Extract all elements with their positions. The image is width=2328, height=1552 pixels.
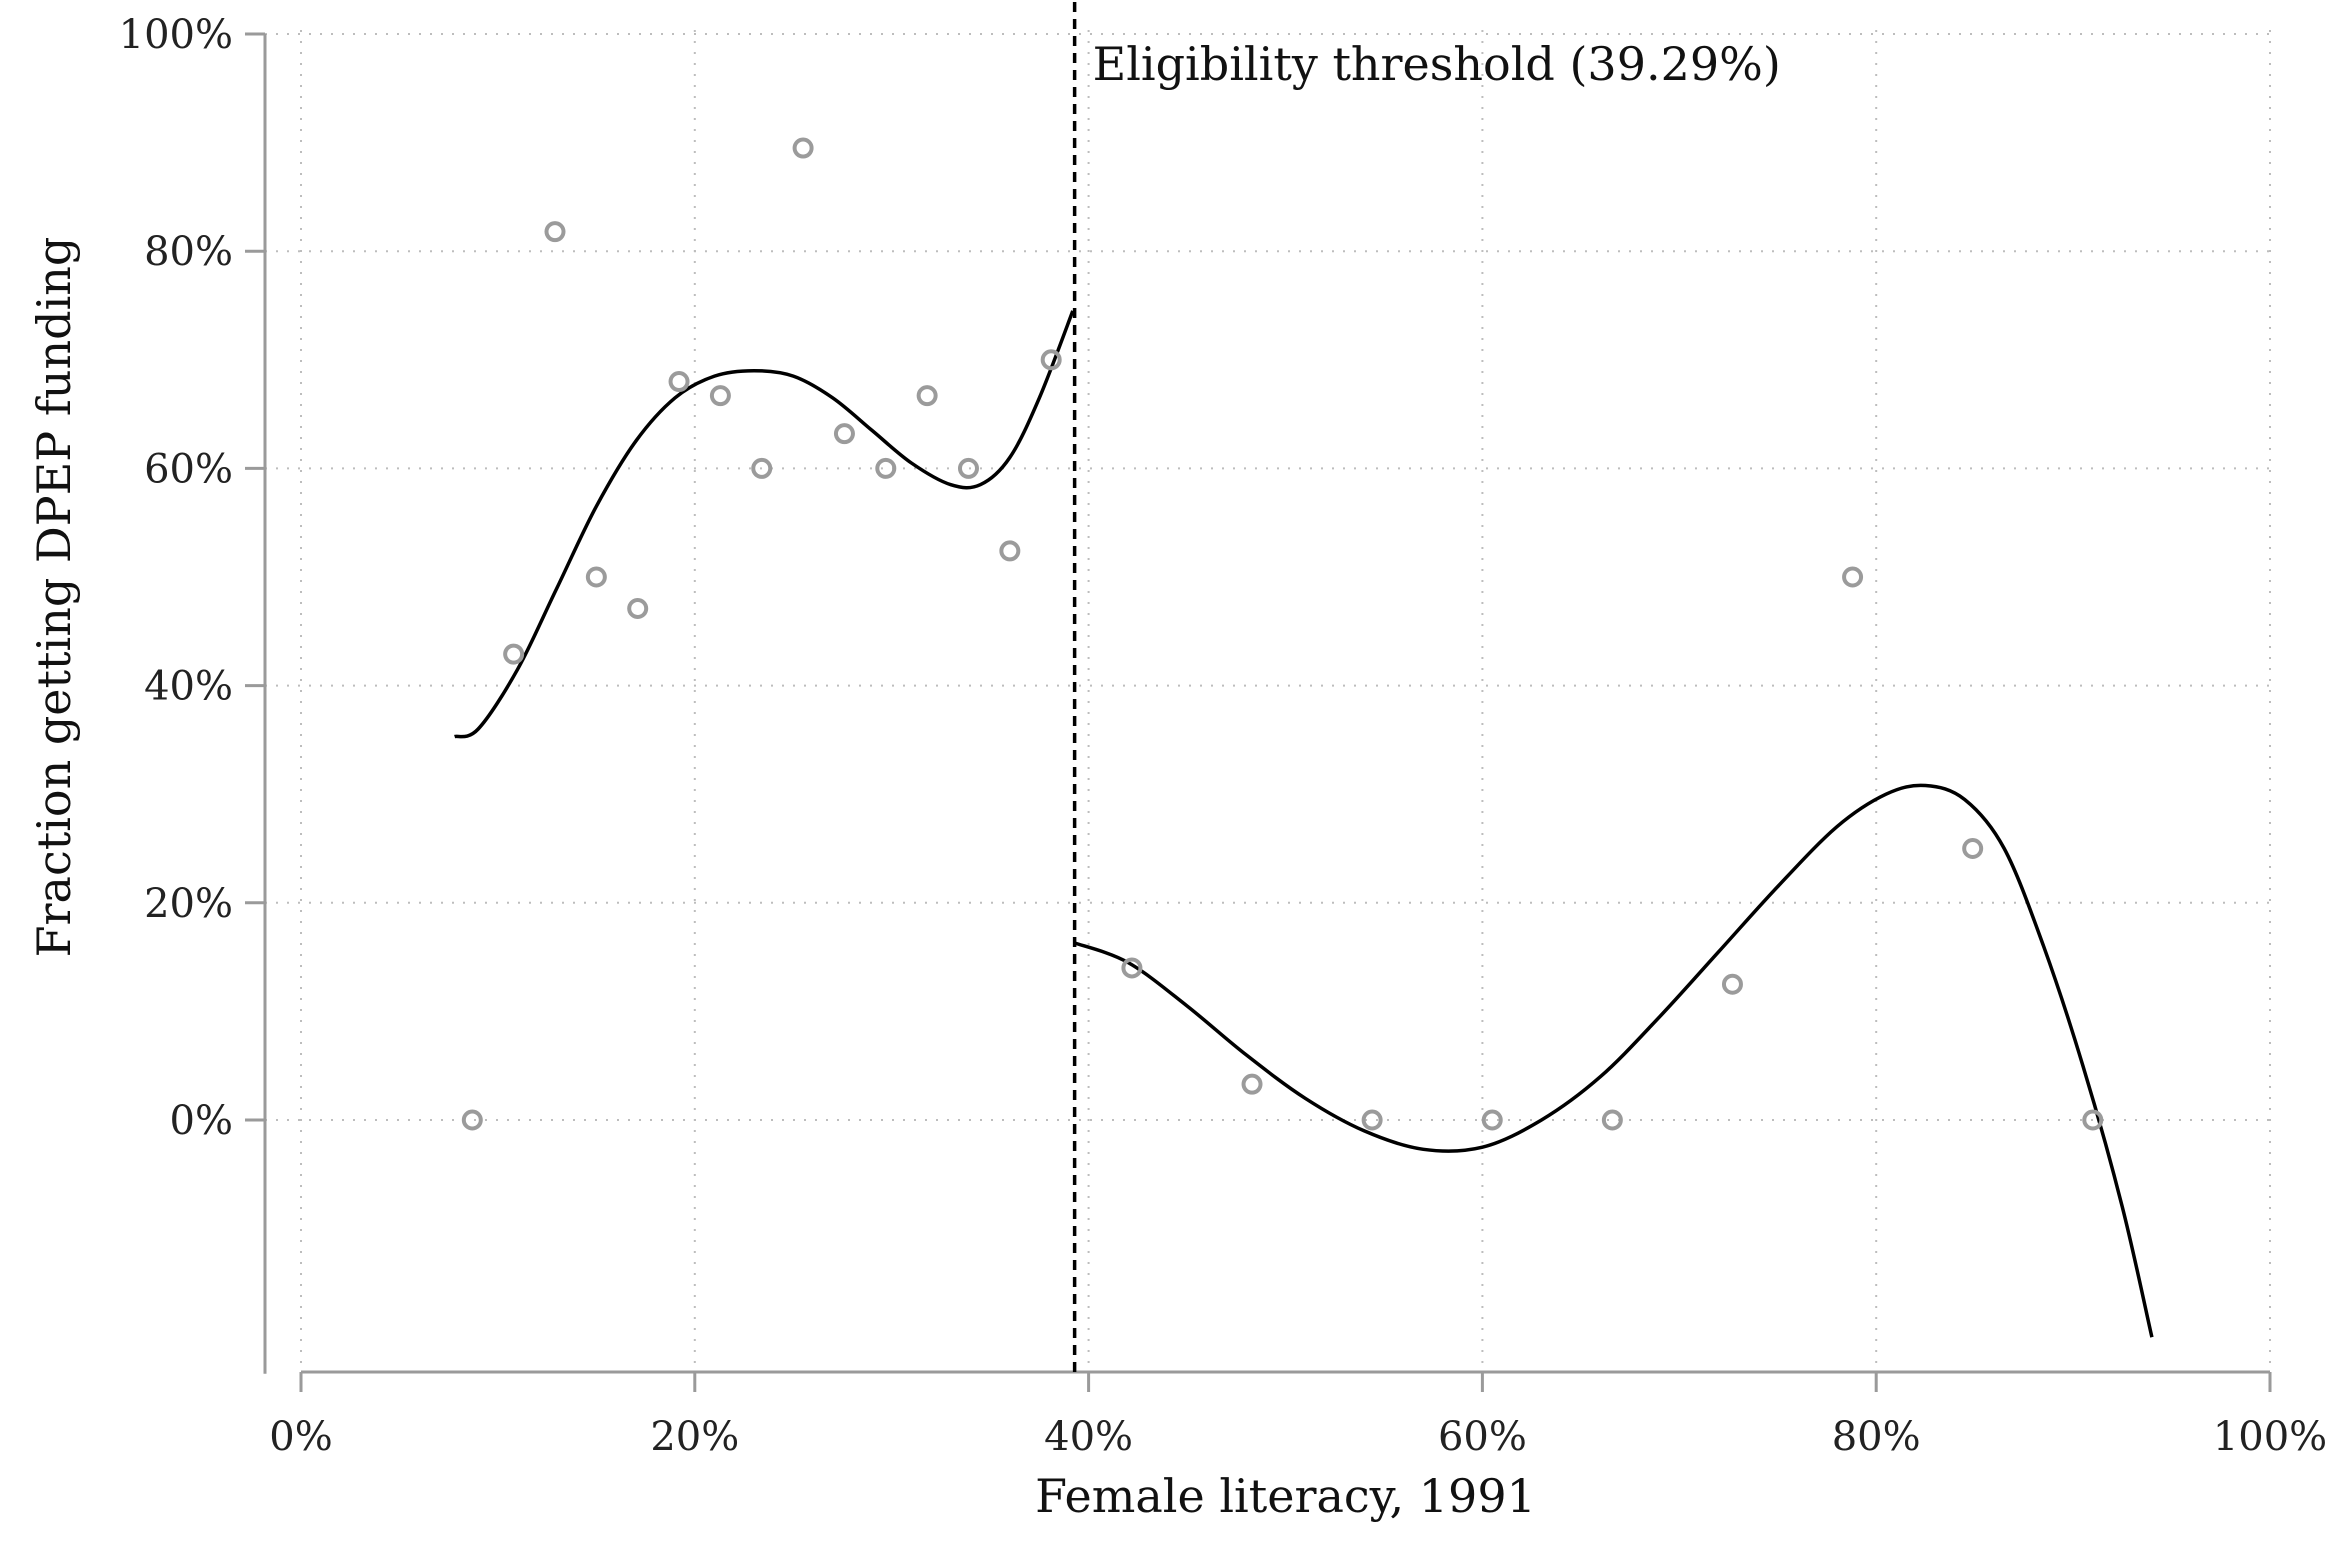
- scatter-point: [1962, 838, 1984, 859]
- threshold-label: Eligibility threshold (39.29%): [1093, 37, 1781, 91]
- fit-line-left: [454, 310, 1075, 739]
- x-axis-title: Female literacy, 1991: [1035, 1469, 1536, 1523]
- scatter-point: [792, 137, 814, 159]
- points-layer: [461, 137, 2104, 1131]
- scatter-point: [1361, 1109, 1383, 1131]
- scatter-point: [751, 457, 773, 479]
- x-tick-label: 0%: [269, 1414, 332, 1460]
- fit-layer: [454, 310, 2154, 1338]
- x-tick-label: 20%: [650, 1414, 739, 1460]
- scatter-point: [957, 457, 979, 479]
- scatter-point: [1721, 973, 1743, 995]
- scatter-point: [875, 457, 897, 479]
- y-axis-title: Fraction getting DPEP funding: [27, 237, 81, 958]
- scatter-point: [544, 221, 566, 243]
- scatter-point: [1121, 957, 1143, 979]
- fit-line-right: [1074, 783, 2154, 1338]
- x-tick-label: 100%: [2213, 1414, 2327, 1460]
- ticks-layer: 0% 20% 40% 60% 80% 100% 0% 20% 40% 60% 80% 100%: [119, 12, 2328, 1460]
- scatter-point: [461, 1109, 483, 1131]
- scatter-point: [668, 371, 690, 393]
- scatter-point: [627, 597, 649, 619]
- scatter-point: [999, 540, 1021, 562]
- y-tick-label: 40%: [144, 664, 233, 710]
- y-tick-label: 20%: [144, 881, 233, 927]
- scatter-point: [709, 385, 731, 407]
- x-tick-label: 40%: [1044, 1414, 1133, 1460]
- y-tick-label: 100%: [119, 12, 233, 58]
- y-tick-label: 0%: [170, 1098, 233, 1144]
- scatter-point: [1241, 1073, 1263, 1095]
- scatter-point: [1842, 566, 1864, 588]
- x-tick-label: 80%: [1832, 1414, 1921, 1460]
- scatter-point: [916, 385, 938, 407]
- y-tick-label: 60%: [144, 446, 233, 492]
- axes-layer: [263, 34, 2270, 1374]
- scatter-point: [1481, 1109, 1503, 1131]
- scatter-point: [2082, 1109, 2104, 1131]
- scatter-point: [833, 423, 855, 445]
- grid-layer: [265, 30, 2272, 1372]
- scatter-point: [503, 643, 525, 665]
- scatter-point: [585, 566, 607, 588]
- x-tick-label: 60%: [1438, 1414, 1527, 1460]
- y-tick-label: 80%: [144, 229, 233, 275]
- scatter-point: [1601, 1109, 1623, 1131]
- scatter-point: [1040, 349, 1062, 371]
